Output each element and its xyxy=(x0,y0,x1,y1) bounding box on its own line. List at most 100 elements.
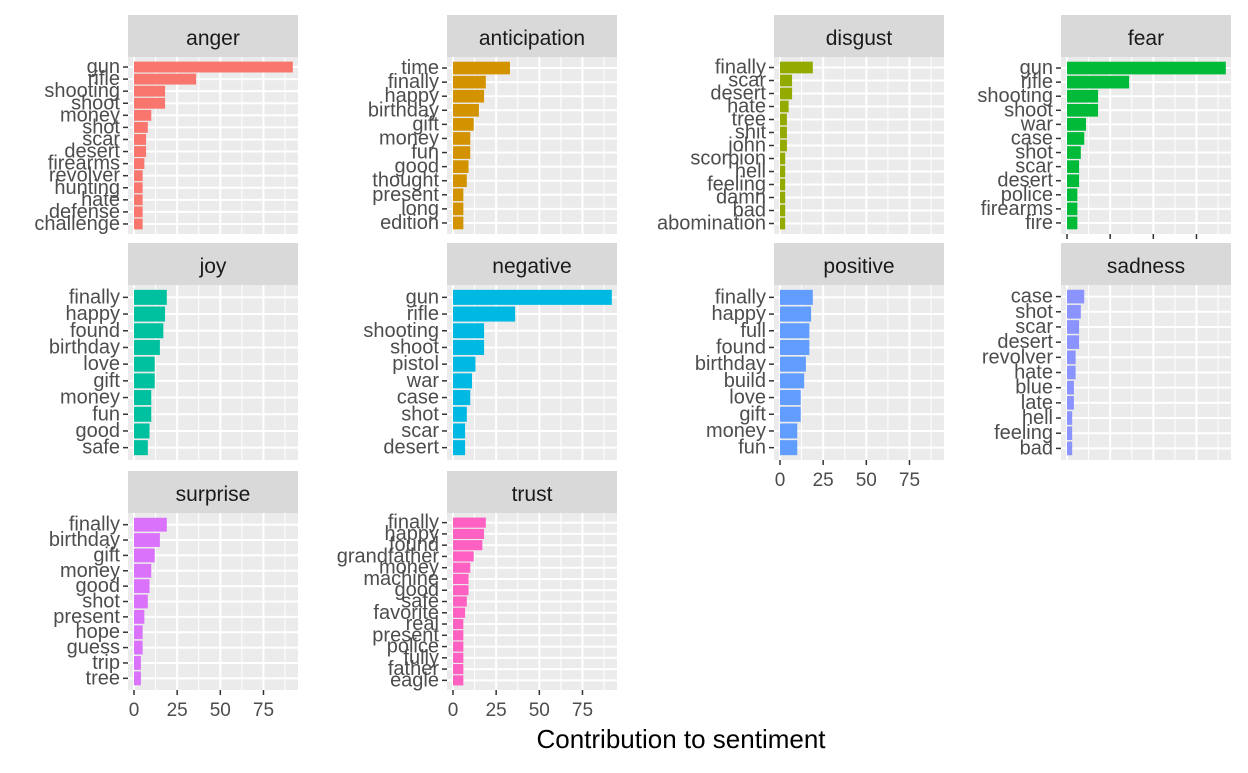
bar-positive-build xyxy=(780,373,805,389)
category-label: challenge xyxy=(34,213,120,235)
category-label: hate xyxy=(1014,362,1053,384)
bar-fear-scar xyxy=(1067,160,1080,173)
category-label: shot xyxy=(82,591,120,613)
x-tick-label: 75 xyxy=(572,700,593,721)
bar-positive-birthday xyxy=(780,356,806,372)
panel-negative: negative gunrifleshootingshootpistolwarca… xyxy=(363,243,617,460)
bar-positive-money xyxy=(780,423,798,439)
bar-sadness-hate xyxy=(1067,365,1076,380)
strip-label-trust: trust xyxy=(512,483,553,506)
category-label: happy xyxy=(66,303,121,325)
category-label: birthday xyxy=(49,336,120,358)
bar-anticipation-money xyxy=(453,132,471,145)
category-label: money xyxy=(60,104,120,126)
bar-joy-safe xyxy=(134,440,148,456)
bar-trust-finally xyxy=(453,517,486,528)
bar-trust-grandfather xyxy=(453,551,474,562)
bar-anger-revolver xyxy=(134,170,143,182)
category-label: finally xyxy=(388,512,439,534)
category-label: finally xyxy=(388,71,439,93)
bar-anticipation-gift xyxy=(453,118,474,131)
category-label: shoot xyxy=(390,336,439,358)
strip-sadness xyxy=(1061,243,1231,289)
bar-sadness-shot xyxy=(1067,304,1081,319)
bar-anger-shoot xyxy=(134,97,166,109)
bar-sadness-hell xyxy=(1067,411,1073,425)
bar-anger-scar xyxy=(134,134,147,145)
bar-trust-money xyxy=(453,562,471,573)
bar-surprise-guess xyxy=(134,640,143,655)
bar-negative-rifle xyxy=(453,306,516,322)
x-tick-label: 50 xyxy=(210,700,231,721)
panel-anticipation: anticipation timefinallyhappybirthdaygift… xyxy=(368,15,617,234)
category-label: father xyxy=(388,658,439,680)
category-label: love xyxy=(729,387,766,409)
bar-sadness-revolver xyxy=(1067,350,1076,365)
category-label: pistol xyxy=(392,353,439,375)
strip-positive xyxy=(774,243,944,289)
bar-fear-police xyxy=(1067,188,1078,202)
category-label: build xyxy=(724,370,766,392)
category-label: desert xyxy=(383,437,439,459)
bar-surprise-gift xyxy=(134,548,155,563)
x-tick-label: 0 xyxy=(448,700,459,721)
category-label: present xyxy=(372,184,439,206)
bar-disgust-tree xyxy=(780,113,787,126)
strip-label-disgust: disgust xyxy=(826,27,893,50)
category-label: birthday xyxy=(49,529,120,551)
bar-joy-fun xyxy=(134,406,152,422)
strip-label-positive: positive xyxy=(823,255,894,278)
category-label: shoot xyxy=(1004,99,1053,121)
category-label: long xyxy=(401,198,439,220)
x-tick-label: 0 xyxy=(775,470,786,491)
x-tick-label: 50 xyxy=(856,470,877,491)
category-label: gift xyxy=(93,370,120,392)
bar-negative-pistol xyxy=(453,356,476,372)
bar-anger-defense xyxy=(134,206,143,218)
bar-trust-real xyxy=(453,618,464,630)
category-label: scar xyxy=(1015,156,1053,178)
bar-negative-shot xyxy=(453,406,467,422)
bar-negative-shooting xyxy=(453,323,485,339)
category-label: money xyxy=(60,387,120,409)
strip-disgust xyxy=(774,15,944,61)
bar-positive-found xyxy=(780,339,810,355)
bar-joy-found xyxy=(134,323,164,339)
category-label: gun xyxy=(87,56,120,78)
category-label: gift xyxy=(93,544,120,566)
bar-surprise-trip xyxy=(134,656,141,670)
category-label: shot xyxy=(1015,142,1053,164)
category-label: desert xyxy=(997,170,1053,192)
category-label: hate xyxy=(727,96,766,118)
strip-trust xyxy=(447,471,617,517)
bar-anticipation-edition xyxy=(453,216,464,230)
bar-disgust-damn xyxy=(780,191,786,204)
category-label: good xyxy=(395,156,440,178)
category-label: shooting xyxy=(363,320,439,342)
category-label: finally xyxy=(715,286,766,308)
strip-label-joy: joy xyxy=(199,255,227,278)
category-label: rifle xyxy=(88,68,120,90)
category-label: shooting xyxy=(977,85,1053,107)
category-label: gun xyxy=(406,286,439,308)
bar-disgust-abomination xyxy=(780,217,786,230)
category-label: defense xyxy=(49,201,120,223)
bar-trust-happy xyxy=(453,528,485,539)
category-label: shot xyxy=(1015,301,1053,323)
strip-negative xyxy=(447,243,617,289)
category-label: late xyxy=(1021,392,1053,414)
bar-fear-desert xyxy=(1067,174,1080,188)
bar-surprise-finally xyxy=(134,517,167,532)
category-label: bad xyxy=(1020,437,1053,459)
panel-fear: fear gunrifleshootingshootwarcaseshotscar… xyxy=(977,15,1231,265)
category-label: scar xyxy=(401,420,439,442)
bar-disgust-scorpion xyxy=(780,152,786,165)
panel-anger: angergunrifleshootingshootmoneyshotscard… xyxy=(34,15,298,235)
category-label: feeling xyxy=(994,422,1053,444)
category-label: real xyxy=(406,613,439,635)
x-tick-label: 0 xyxy=(129,700,140,721)
bar-negative-gun xyxy=(453,289,612,305)
category-label: police xyxy=(1001,184,1053,206)
bar-anger-hunting xyxy=(134,182,143,194)
category-label: fully xyxy=(403,647,439,669)
